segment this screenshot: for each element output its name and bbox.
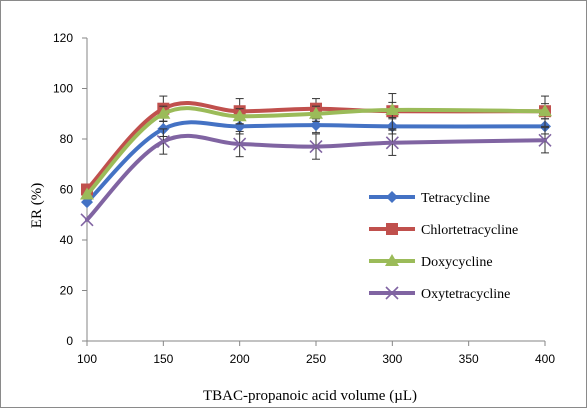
data-point-doxycycline — [232, 109, 247, 122]
series-line-doxycycline — [85, 106, 547, 197]
data-point-oxytetracycline — [233, 137, 247, 151]
legend-marker — [385, 286, 399, 300]
marker-stroke — [538, 133, 552, 147]
marker-stroke — [233, 137, 247, 151]
x-axis-label: TBAC-propanoic acid volume (µL) — [203, 388, 417, 404]
legend-item-oxytetracycline: Oxytetracycline — [369, 286, 510, 302]
tick-labels: 0 20 40 60 80 100 120 100 150 200 250 300 350 400 — [53, 31, 555, 366]
data-point-oxytetracycline — [156, 134, 170, 149]
legend-label: Doxycycline — [421, 255, 493, 270]
legend-label: Chlortetracycline — [421, 223, 518, 238]
y-tick-label: 40 — [60, 233, 74, 247]
y-tick-label: 0 — [66, 334, 73, 348]
legend-item-doxycycline: Doxycycline — [369, 254, 493, 270]
series-tetracycline — [81, 117, 551, 209]
x-tick-label: 250 — [306, 352, 326, 366]
marker-stroke — [385, 136, 399, 150]
x-tick-label: 350 — [459, 352, 479, 366]
legend-marker — [386, 223, 398, 235]
data-point-doxycycline — [80, 187, 94, 200]
data-point-doxycycline — [538, 104, 552, 117]
legend-item-chlortetracycline: Chlortetracycline — [369, 223, 518, 238]
y-tick-label: 100 — [53, 82, 73, 96]
series-line-oxytetracycline — [85, 133, 547, 222]
x-tick-label: 100 — [77, 352, 97, 366]
y-tick-label: 20 — [60, 284, 74, 298]
y-tick-label: 60 — [60, 183, 74, 197]
legend: Tetracycline Chlortetracycline Doxycycline… — [369, 191, 518, 302]
x-tick-label: 200 — [230, 352, 250, 366]
series-line-tetracycline — [85, 120, 547, 205]
legend-label: Oxytetracycline — [421, 287, 510, 302]
legend-marker — [385, 254, 399, 266]
data-point-doxycycline — [156, 106, 171, 119]
legend-label: Tetracycline — [421, 191, 490, 206]
marker-stroke — [385, 286, 399, 300]
data-point-doxycycline — [385, 102, 400, 115]
x-tick-label: 300 — [382, 352, 402, 366]
series-layer — [80, 93, 552, 227]
y-tick-label: 120 — [53, 31, 73, 45]
marker-stroke — [156, 134, 170, 149]
legend-item-tetracycline: Tetracycline — [369, 191, 490, 206]
marker-stroke — [80, 213, 94, 227]
marker-stroke — [309, 140, 323, 154]
x-tick-label: 150 — [153, 352, 173, 366]
series-oxytetracycline — [80, 127, 552, 227]
x-tick-label: 400 — [535, 352, 555, 366]
y-tick-label: 80 — [60, 132, 74, 146]
data-point-oxytetracycline — [309, 140, 323, 154]
series-doxycycline — [80, 101, 552, 200]
data-point-oxytetracycline — [80, 213, 94, 227]
data-point-tetracycline — [310, 119, 322, 132]
y-axis-label: ER (%) — [29, 183, 45, 228]
data-point-doxycycline — [309, 106, 323, 119]
data-point-oxytetracycline — [538, 133, 552, 147]
legend-marker — [386, 191, 398, 203]
data-point-oxytetracycline — [385, 136, 399, 150]
